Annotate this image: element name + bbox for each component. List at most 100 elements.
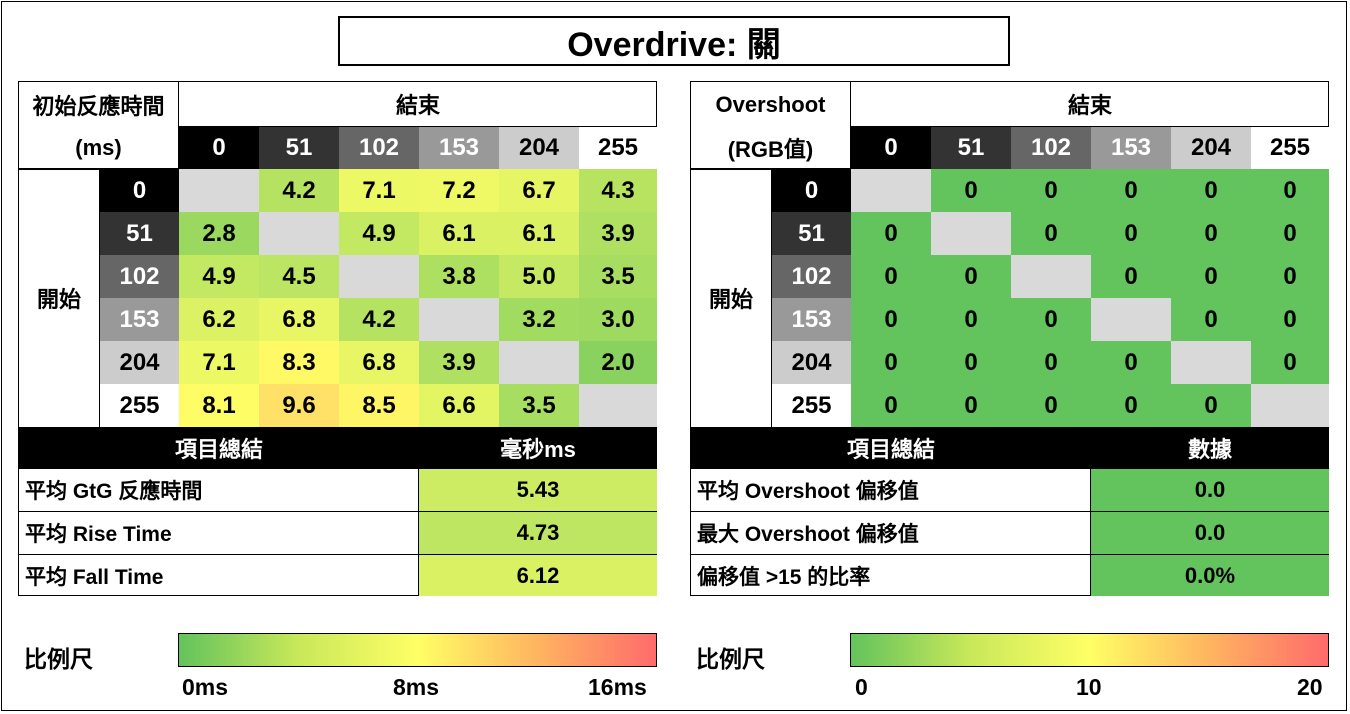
rt-summary-value: 6.12 (419, 555, 657, 596)
rt-grid-separator (19, 169, 179, 170)
left-scale-tick-max: 16ms (588, 674, 647, 700)
overshoot-panel: Overshoot (RGB值) 結束 開始 0 0 0 0 0 0 0 51 51 0 0 0 0 0 102 10… (690, 81, 1329, 596)
right-scale-gradient (850, 633, 1329, 667)
os-summary-value: 0.0 (1091, 469, 1329, 512)
os-summary-label: 偏移值 >15 的比率 (691, 555, 1091, 596)
rt-heatmap-cell: 8.3 (259, 341, 339, 384)
rt-summary-header: 項目總結 (19, 427, 419, 469)
rt-row-header: 255 (100, 384, 179, 427)
rt-col-header: 153 (419, 127, 499, 169)
rt-row-header: 51 (100, 212, 179, 255)
rt-heatmap-cell: 7.2 (419, 169, 499, 212)
os-heatmap-cell: 0 (1011, 169, 1091, 212)
os-heatmap-cell: 0 (1251, 212, 1329, 255)
os-heatmap-cell: 0 (1171, 212, 1251, 255)
os-heatmap-cell: 0 (1171, 298, 1251, 341)
os-heatmap-cell: 0 (931, 298, 1011, 341)
left-scale-tick-mid: 8ms (393, 674, 440, 700)
os-heatmap-cell: 0 (1091, 212, 1171, 255)
os-heatmap-cell: 0 (1011, 341, 1091, 384)
os-corner-unit: (RGB值) (691, 127, 851, 169)
os-diagonal-cell (1251, 384, 1329, 427)
os-row-header: 204 (772, 341, 851, 384)
right-scale-label: 比例尺 (696, 646, 765, 672)
rt-start-header: 開始 (19, 169, 100, 427)
rt-heatmap-cell: 4.9 (339, 212, 419, 255)
os-diagonal-cell (1011, 255, 1091, 298)
rt-heatmap-cell: 6.2 (179, 298, 259, 341)
rt-heatmap-cell: 2.0 (579, 341, 657, 384)
rt-heatmap-cell: 3.0 (579, 298, 657, 341)
os-heatmap-cell: 0 (1171, 384, 1251, 427)
os-heatmap-cell: 0 (1091, 341, 1171, 384)
os-row-header: 102 (772, 255, 851, 298)
rt-heatmap-cell: 5.0 (499, 255, 579, 298)
os-heatmap-cell: 0 (1011, 212, 1091, 255)
os-col-header: 51 (931, 127, 1011, 169)
rt-heatmap-cell: 3.8 (419, 255, 499, 298)
rt-heatmap-cell: 8.1 (179, 384, 259, 427)
os-heatmap-cell: 0 (1251, 255, 1329, 298)
left-scale-gradient (178, 633, 657, 667)
os-heatmap-cell: 0 (851, 212, 931, 255)
rt-heatmap-cell: 4.9 (179, 255, 259, 298)
rt-corner-unit: (ms) (19, 127, 179, 169)
rt-diagonal-cell (579, 384, 657, 427)
os-start-header: 開始 (691, 169, 772, 427)
os-heatmap-cell: 0 (851, 341, 931, 384)
rt-col-header: 255 (579, 127, 657, 169)
rt-heatmap-cell: 3.5 (579, 255, 657, 298)
os-summary-value: 0.0% (1091, 555, 1329, 596)
rt-heatmap-cell: 3.9 (419, 341, 499, 384)
os-heatmap-cell: 0 (851, 255, 931, 298)
os-heatmap-cell: 0 (1091, 384, 1171, 427)
os-row-header: 153 (772, 298, 851, 341)
os-row-header: 255 (772, 384, 851, 427)
os-col-header: 153 (1091, 127, 1171, 169)
os-summary-label: 最大 Overshoot 偏移值 (691, 512, 1091, 555)
rt-heatmap-cell: 4.2 (339, 298, 419, 341)
rt-col-header: 102 (339, 127, 419, 169)
rt-diagonal-cell (499, 341, 579, 384)
os-heatmap-cell: 0 (931, 255, 1011, 298)
rt-row-header: 153 (100, 298, 179, 341)
os-heatmap-cell: 0 (931, 169, 1011, 212)
rt-heatmap-cell: 4.2 (259, 169, 339, 212)
os-heatmap-cell: 0 (1011, 384, 1091, 427)
left-scale-label: 比例尺 (24, 646, 93, 672)
os-diagonal-cell (1171, 341, 1251, 384)
rt-row-header: 204 (100, 341, 179, 384)
os-heatmap-cell: 0 (1251, 169, 1329, 212)
os-corner-title: Overshoot (691, 82, 851, 127)
os-summary-label: 平均 Overshoot 偏移值 (691, 469, 1091, 512)
os-diagonal-cell (931, 212, 1011, 255)
rt-col-header: 0 (179, 127, 259, 169)
os-summary-value: 0.0 (1091, 512, 1329, 555)
rt-summary-value: 4.73 (419, 512, 657, 555)
os-col-header: 0 (851, 127, 931, 169)
rt-summary-value-header: 毫秒ms (419, 427, 657, 469)
os-summary-value-header: 數據 (1091, 427, 1329, 469)
os-end-header: 結束 (851, 82, 1329, 127)
rt-heatmap-cell: 9.6 (259, 384, 339, 427)
rt-col-header: 204 (499, 127, 579, 169)
response-time-panel: 初始反應時間 (ms) 結束 開始 0 0 4.2 7.1 7.2 6.7 4.3 51 51 2.8 4.… (18, 81, 657, 596)
rt-summary-label: 平均 GtG 反應時間 (19, 469, 419, 512)
rt-diagonal-cell (419, 298, 499, 341)
rt-heatmap-cell: 6.1 (419, 212, 499, 255)
os-col-header: 102 (1011, 127, 1091, 169)
rt-row-header: 102 (100, 255, 179, 298)
os-heatmap-cell: 0 (851, 298, 931, 341)
rt-heatmap-cell: 6.8 (259, 298, 339, 341)
os-heatmap-cell: 0 (1171, 255, 1251, 298)
os-col-header: 204 (1171, 127, 1251, 169)
os-heatmap-cell: 0 (1251, 298, 1329, 341)
rt-end-header: 結束 (179, 82, 657, 127)
os-row-header: 0 (772, 169, 851, 212)
os-heatmap-cell: 0 (931, 384, 1011, 427)
rt-heatmap-cell: 3.2 (499, 298, 579, 341)
os-diagonal-cell (1091, 298, 1171, 341)
os-row-header: 51 (772, 212, 851, 255)
left-scale-tick-min: 0ms (182, 674, 229, 700)
rt-diagonal-cell (179, 169, 259, 212)
